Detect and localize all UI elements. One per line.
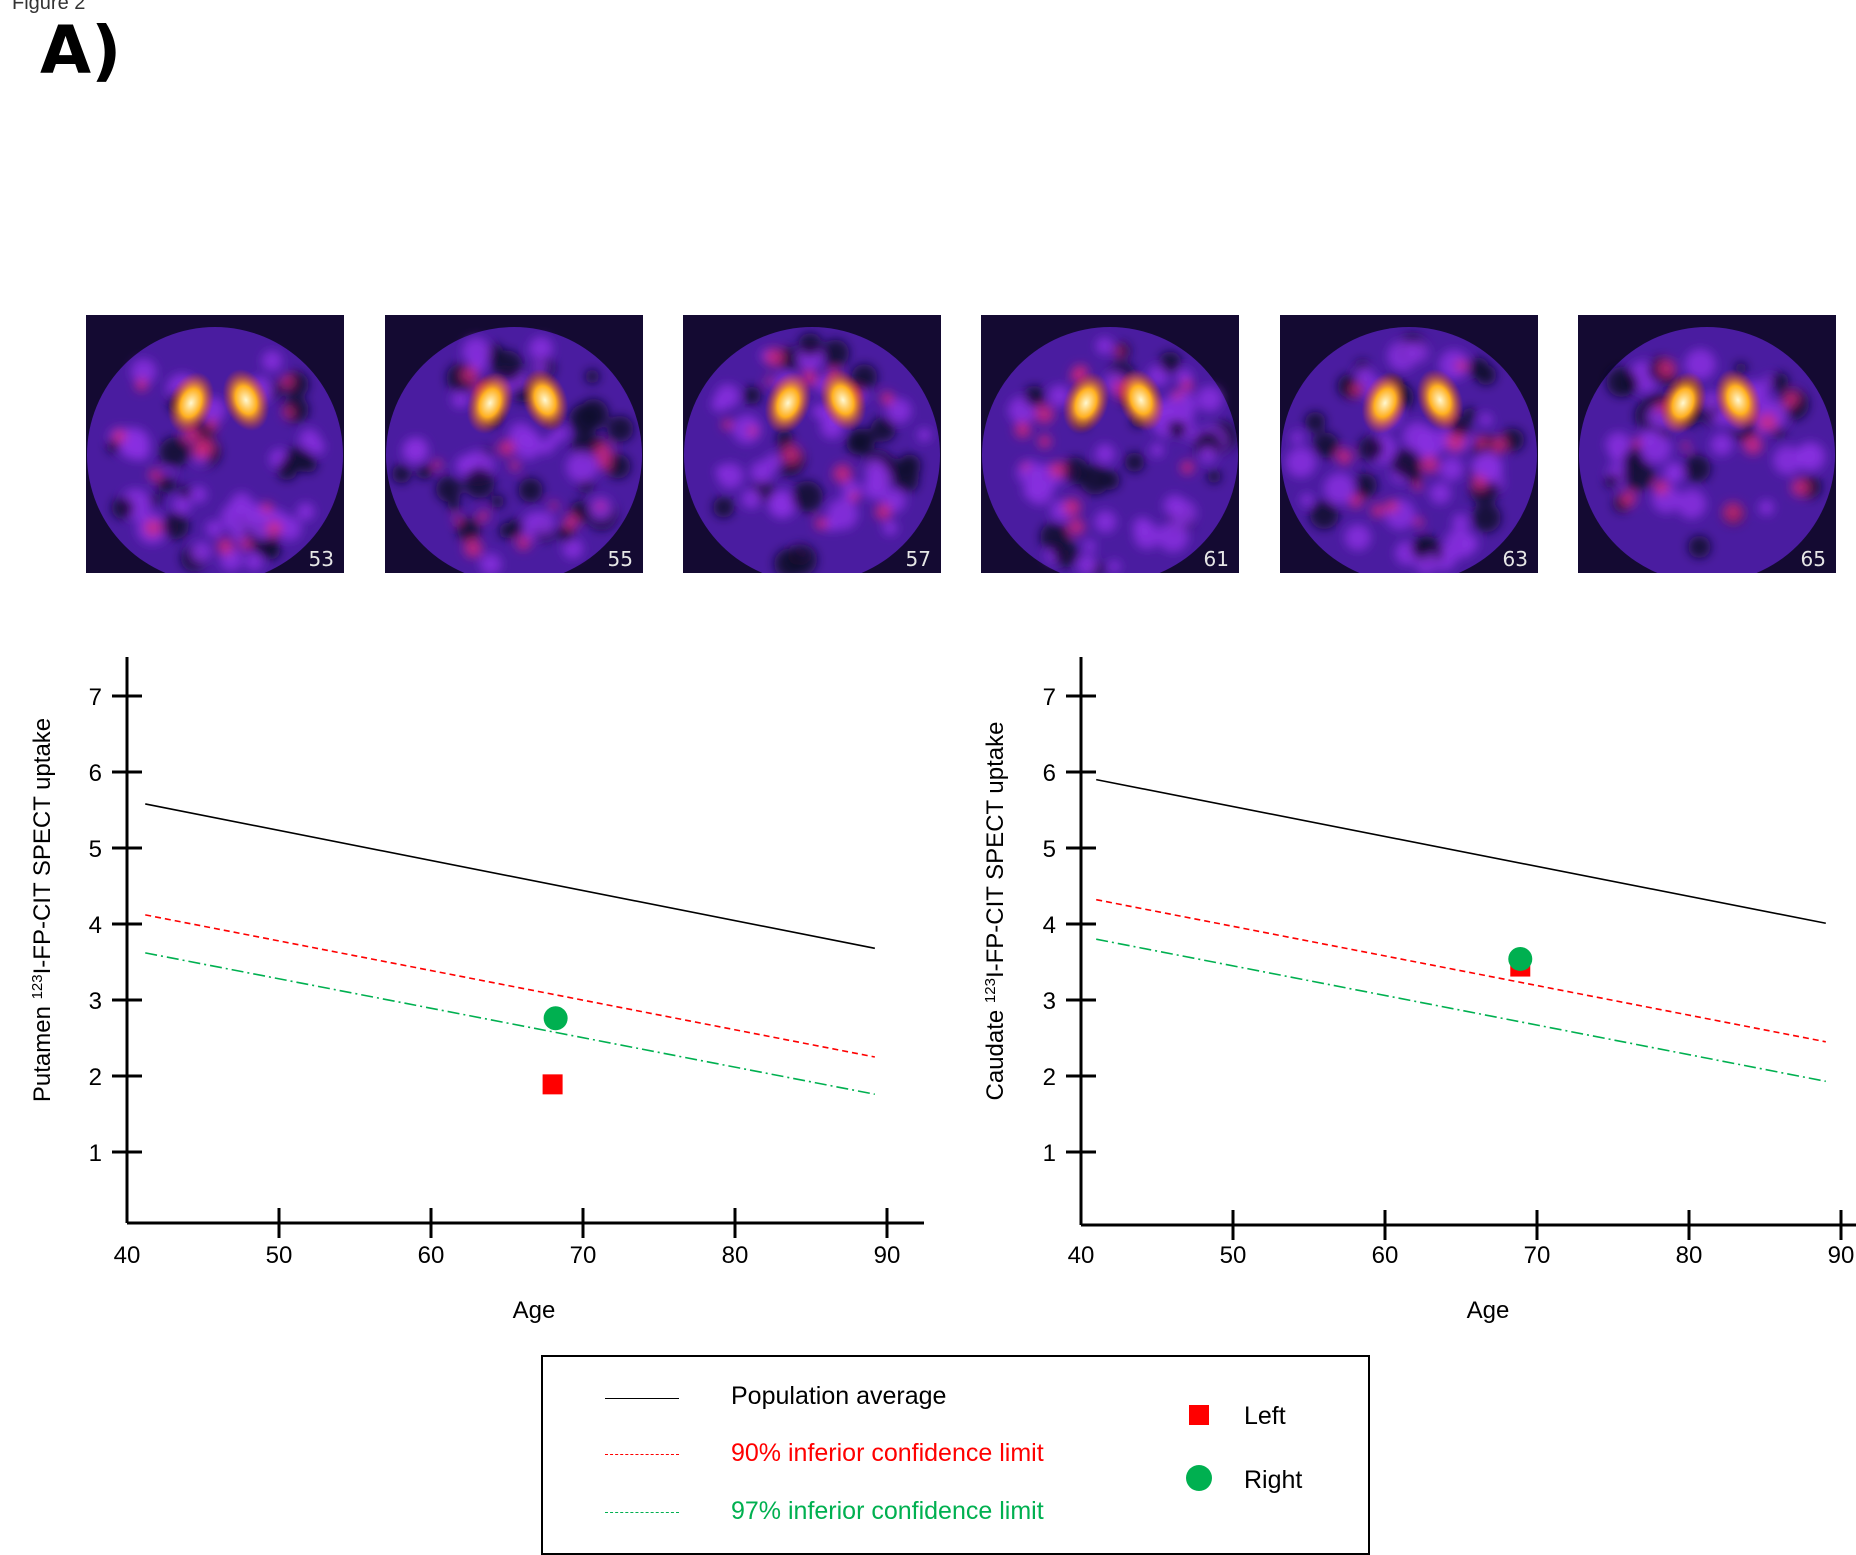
- x-tick-label: 90: [1828, 1242, 1855, 1269]
- x-tick-label: 70: [570, 1242, 597, 1269]
- y-tick-label: 6: [1043, 760, 1056, 787]
- y-tick-label: 1: [89, 1140, 102, 1167]
- legend-population-line: [605, 1398, 679, 1399]
- y-label-text: I-FP-CIT SPECT uptake: [29, 718, 56, 975]
- y-label-superscript: 123: [982, 978, 999, 1003]
- y-tick-label: 2: [89, 1064, 102, 1091]
- y-tick-label: 2: [1043, 1064, 1056, 1091]
- y-tick-label: 5: [1043, 836, 1056, 863]
- y-axis-label: Caudate 123I-FP-CIT SPECT uptake: [982, 722, 1010, 1101]
- x-tick-label: 50: [1220, 1242, 1247, 1269]
- legend-ci90-line: [605, 1454, 679, 1455]
- right-point: [544, 1006, 568, 1030]
- x-tick-label: 90: [874, 1242, 901, 1269]
- legend-right-marker: [1186, 1465, 1212, 1491]
- y-tick-label: 4: [89, 912, 102, 939]
- y-tick-label: 7: [89, 684, 102, 711]
- x-tick-label: 50: [266, 1242, 293, 1269]
- legend-right-label: Right: [1244, 1466, 1302, 1495]
- population-average-line: [1096, 780, 1826, 924]
- legend-ci97-line: [605, 1512, 679, 1513]
- legend-ci90-label: 90% inferior confidence limit: [731, 1439, 1044, 1468]
- x-tick-label: 80: [722, 1242, 749, 1269]
- y-label-text: Putamen: [29, 999, 56, 1102]
- left-point: [543, 1074, 563, 1094]
- x-axis-label: Age: [1467, 1297, 1510, 1324]
- legend: Population average 90% inferior confiden…: [541, 1355, 1370, 1555]
- y-label-text: I-FP-CIT SPECT uptake: [982, 722, 1009, 979]
- legend-ci97-label: 97% inferior confidence limit: [731, 1497, 1044, 1526]
- y-tick-label: 3: [1043, 988, 1056, 1015]
- legend-left-marker: [1189, 1405, 1209, 1425]
- y-tick-label: 4: [1043, 912, 1056, 939]
- ci90-line: [145, 915, 875, 1057]
- legend-population-label: Population average: [731, 1382, 946, 1411]
- y-label-superscript: 123: [29, 974, 46, 999]
- x-tick-label: 40: [1068, 1242, 1095, 1269]
- ci90-line: [1096, 900, 1826, 1042]
- y-tick-label: 1: [1043, 1140, 1056, 1167]
- y-tick-label: 3: [89, 988, 102, 1015]
- ci97-line: [1096, 939, 1826, 1081]
- legend-left-label: Left: [1244, 1402, 1286, 1431]
- y-tick-label: 5: [89, 836, 102, 863]
- x-tick-label: 60: [1372, 1242, 1399, 1269]
- x-axis-label: Age: [513, 1297, 556, 1324]
- x-tick-label: 70: [1524, 1242, 1551, 1269]
- x-tick-label: 60: [418, 1242, 445, 1269]
- x-tick-label: 80: [1676, 1242, 1703, 1269]
- y-label-text: Caudate: [982, 1003, 1009, 1100]
- population-average-line: [145, 804, 875, 948]
- ci97-line: [145, 953, 875, 1094]
- right-point: [1508, 947, 1532, 971]
- y-tick-label: 7: [1043, 684, 1056, 711]
- y-axis-label: Putamen 123I-FP-CIT SPECT uptake: [29, 718, 57, 1102]
- x-tick-label: 40: [114, 1242, 141, 1269]
- y-tick-label: 6: [89, 760, 102, 787]
